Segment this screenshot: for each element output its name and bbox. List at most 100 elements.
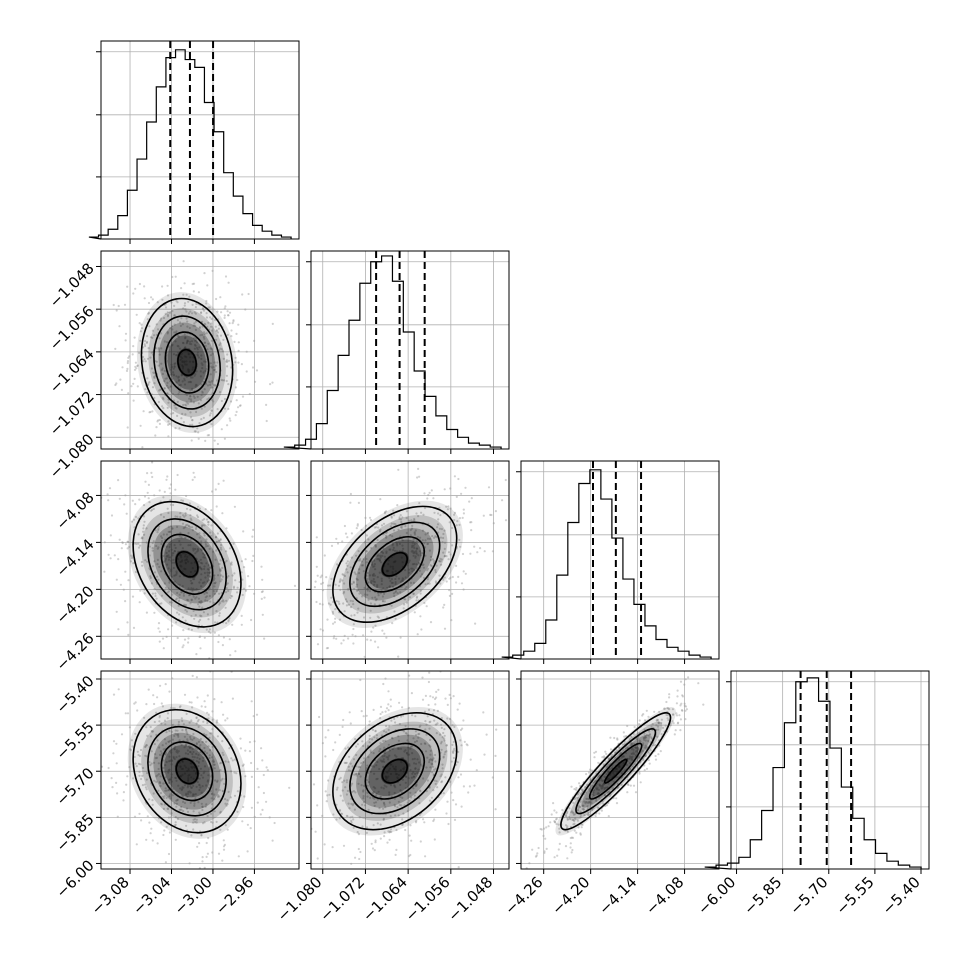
density-panel — [100, 455, 300, 660]
scatter-point — [211, 718, 214, 721]
scatter-point — [353, 773, 356, 776]
scatter-point — [241, 578, 244, 581]
scatter-point — [387, 559, 390, 562]
scatter-point — [221, 859, 224, 862]
scatter-point — [186, 555, 189, 559]
scatter-point — [390, 578, 393, 581]
scatter-point — [205, 562, 208, 565]
scatter-point — [609, 736, 612, 739]
scatter-point — [175, 750, 178, 753]
scatter-point — [587, 813, 590, 816]
scatter-point — [155, 544, 158, 548]
scatter-point — [209, 316, 212, 319]
scatter-point — [455, 524, 458, 527]
scatter-point — [657, 722, 661, 725]
scatter-point — [245, 370, 248, 373]
scatter-point — [440, 780, 444, 783]
scatter-point — [392, 522, 395, 525]
scatter-point — [387, 743, 390, 746]
scatter-point — [216, 334, 219, 337]
scatter-point — [174, 729, 177, 732]
scatter-point — [122, 799, 125, 802]
scatter-point — [181, 360, 184, 363]
scatter-point — [195, 588, 198, 591]
scatter-point — [146, 335, 149, 338]
scatter-point — [189, 737, 192, 741]
scatter-point — [374, 729, 377, 732]
scatter-point — [435, 780, 438, 783]
scatter-point — [162, 496, 165, 499]
scatter-point — [222, 713, 225, 716]
scatter-point — [316, 574, 319, 577]
scatter-point — [573, 820, 576, 823]
scatter-point — [204, 705, 207, 709]
scatter-point — [370, 582, 373, 585]
scatter-point — [189, 570, 192, 574]
scatter-point — [633, 745, 637, 748]
scatter-point — [161, 744, 164, 747]
scatter-point — [612, 771, 615, 775]
scatter-point — [242, 455, 244, 457]
scatter-point — [185, 792, 188, 795]
scatter-point — [212, 550, 215, 553]
scatter-point — [170, 365, 173, 368]
scatter-point — [202, 556, 205, 559]
scatter-point — [653, 710, 656, 713]
scatter-point — [360, 710, 363, 713]
scatter-point — [409, 747, 412, 750]
scatter-point — [377, 616, 380, 619]
scatter-point — [191, 755, 194, 759]
scatter-point — [679, 729, 682, 732]
scatter-point — [365, 550, 368, 553]
scatter-point — [410, 745, 414, 748]
density-shade — [148, 308, 226, 417]
scatter-point — [570, 836, 574, 839]
scatter-point — [312, 783, 316, 786]
scatter-point — [157, 364, 160, 367]
scatter-point — [154, 592, 157, 595]
scatter-point — [396, 806, 399, 809]
scatter-point — [211, 352, 214, 355]
scatter-point — [415, 551, 418, 554]
scatter-point — [401, 524, 404, 527]
contour-line — [349, 728, 441, 815]
scatter-point — [432, 709, 436, 712]
scatter-point — [681, 694, 684, 697]
scatter-point — [186, 340, 189, 343]
scatter-point — [137, 542, 140, 545]
scatter-point — [169, 797, 172, 800]
scatter-point — [365, 557, 368, 561]
scatter-point — [641, 749, 644, 753]
scatter-point — [249, 827, 252, 830]
scatter-point — [439, 514, 442, 517]
scatter-point — [175, 749, 179, 752]
scatter-point — [345, 568, 348, 571]
scatter-point — [222, 848, 226, 851]
scatter-point — [372, 791, 375, 794]
scatter-point — [666, 706, 669, 710]
scatter-point — [242, 530, 245, 533]
scatter-point — [207, 779, 210, 782]
scatter-point — [407, 561, 410, 564]
scatter-point — [372, 574, 375, 577]
scatter-point — [180, 788, 183, 792]
scatter-point — [232, 542, 235, 545]
scatter-point — [167, 788, 170, 792]
scatter-point — [213, 439, 216, 442]
scatter-point — [191, 526, 194, 529]
scatter-point — [184, 619, 187, 622]
scatter-point — [458, 523, 461, 527]
scatter-point — [408, 834, 411, 837]
scatter-point — [203, 518, 206, 521]
scatter-point — [158, 630, 161, 633]
scatter-point — [115, 610, 118, 613]
scatter-point — [160, 803, 164, 806]
scatter-point — [187, 300, 190, 303]
scatter-point — [177, 335, 180, 338]
scatter-point — [221, 751, 224, 754]
scatter-point — [393, 560, 397, 563]
scatter-point — [603, 793, 606, 797]
scatter-point — [189, 745, 192, 748]
scatter-point — [194, 312, 197, 315]
scatter-point — [168, 530, 171, 533]
